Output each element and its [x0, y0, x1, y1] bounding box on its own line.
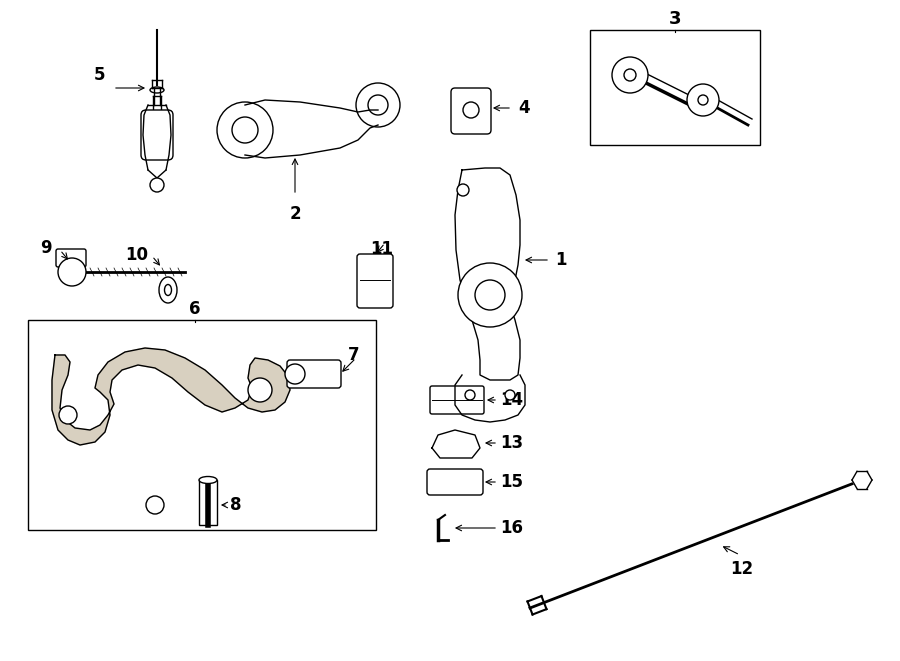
Text: 6: 6: [189, 300, 201, 318]
Text: 5: 5: [94, 66, 105, 84]
Text: 13: 13: [500, 434, 523, 452]
Circle shape: [698, 95, 708, 105]
FancyBboxPatch shape: [430, 386, 484, 414]
FancyBboxPatch shape: [357, 254, 393, 308]
Bar: [28, 320, 376, 530]
Bar: [590, 30, 760, 145]
Text: 2: 2: [289, 205, 301, 223]
Polygon shape: [852, 471, 872, 488]
Circle shape: [232, 117, 258, 143]
Polygon shape: [52, 348, 290, 445]
Text: 9: 9: [40, 239, 52, 257]
Text: 7: 7: [348, 346, 360, 364]
Circle shape: [475, 280, 505, 310]
Text: 4: 4: [518, 99, 529, 117]
Text: 10: 10: [125, 246, 148, 264]
Text: 1: 1: [555, 251, 566, 269]
Circle shape: [150, 178, 164, 192]
Circle shape: [368, 95, 388, 115]
Circle shape: [59, 406, 77, 424]
Text: 16: 16: [500, 519, 523, 537]
Circle shape: [612, 57, 648, 93]
Text: 12: 12: [731, 560, 753, 578]
Circle shape: [457, 184, 469, 196]
Text: 8: 8: [230, 496, 241, 514]
Circle shape: [465, 390, 475, 400]
FancyBboxPatch shape: [141, 110, 173, 160]
Ellipse shape: [159, 277, 177, 303]
FancyBboxPatch shape: [287, 360, 341, 388]
Text: 14: 14: [500, 391, 523, 409]
Polygon shape: [455, 168, 520, 380]
FancyBboxPatch shape: [427, 469, 483, 495]
Bar: [199, 480, 217, 525]
Polygon shape: [245, 100, 378, 158]
Circle shape: [146, 496, 164, 514]
Circle shape: [463, 102, 479, 118]
Ellipse shape: [199, 477, 217, 483]
Ellipse shape: [150, 87, 164, 93]
Circle shape: [624, 69, 636, 81]
FancyBboxPatch shape: [451, 88, 491, 134]
Circle shape: [248, 378, 272, 402]
Text: 15: 15: [500, 473, 523, 491]
Circle shape: [687, 84, 719, 116]
Circle shape: [356, 83, 400, 127]
Polygon shape: [432, 430, 480, 458]
Circle shape: [458, 263, 522, 327]
FancyBboxPatch shape: [56, 249, 86, 267]
Polygon shape: [455, 375, 525, 422]
Circle shape: [217, 102, 273, 158]
Circle shape: [285, 364, 305, 384]
Circle shape: [58, 258, 86, 286]
Ellipse shape: [165, 284, 172, 295]
Circle shape: [505, 390, 515, 400]
Text: 11: 11: [371, 240, 393, 258]
Text: 3: 3: [669, 10, 681, 28]
